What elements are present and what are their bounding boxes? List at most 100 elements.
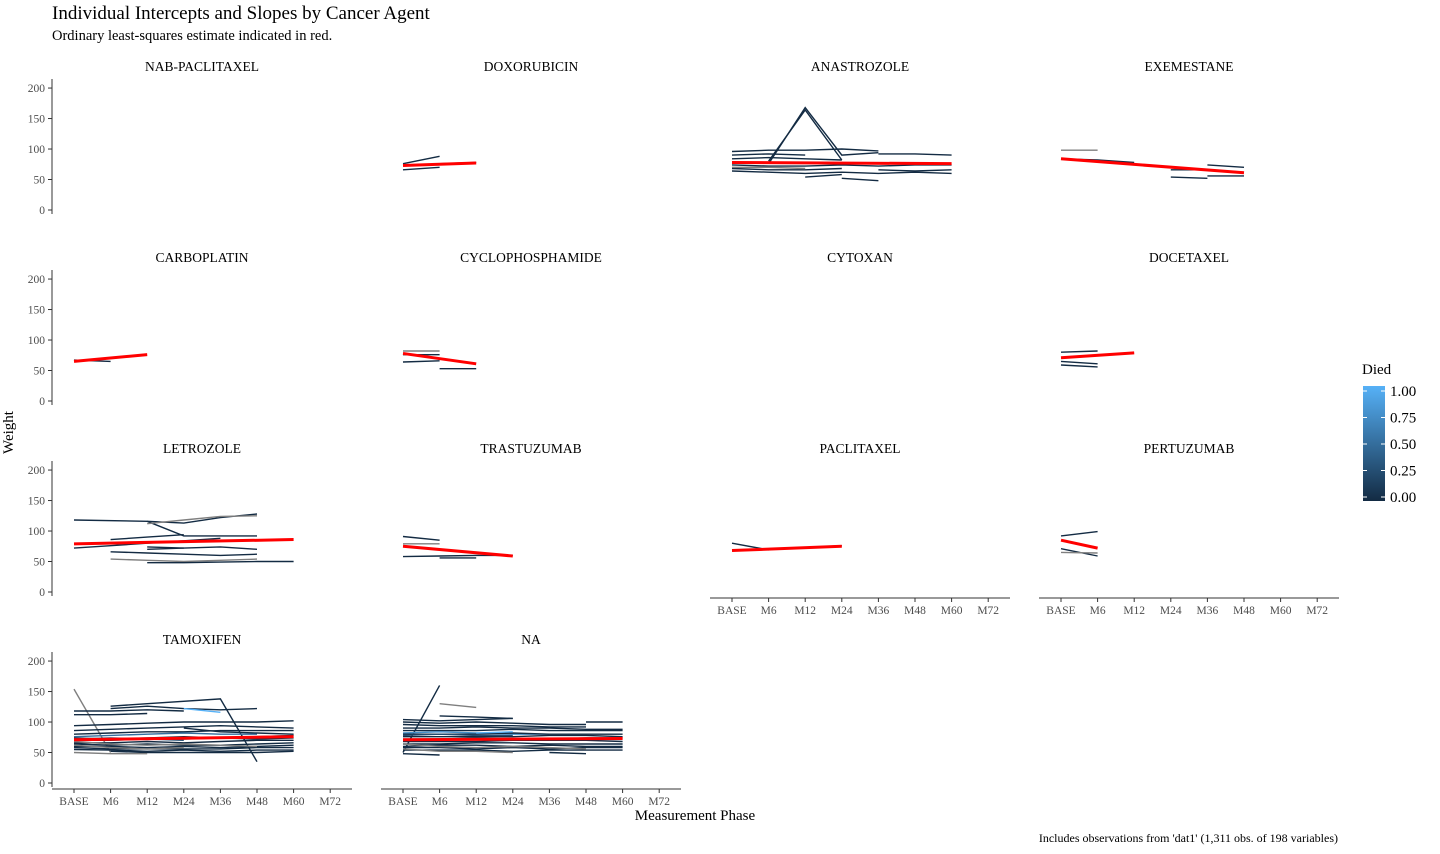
facet-panel: PACLITAXEL BASE M6 M12 M24 M36 M48 M60 M72 bbox=[710, 441, 1010, 617]
legend-title: Died bbox=[1362, 362, 1392, 378]
subject-line bbox=[731, 156, 842, 161]
facet-panel: DOCETAXEL bbox=[1060, 250, 1229, 368]
subject-line bbox=[1060, 530, 1098, 537]
subject-line bbox=[110, 534, 184, 541]
subject-line bbox=[73, 720, 294, 727]
subject-line bbox=[73, 740, 258, 748]
ols-estimate-line bbox=[73, 538, 294, 546]
subject-line bbox=[403, 726, 623, 730]
facet-strip-label: TRASTUZUMAB bbox=[480, 441, 581, 456]
y-tick-label: 200 bbox=[28, 465, 46, 477]
subject-line bbox=[73, 744, 184, 750]
y-tick-label: 100 bbox=[28, 335, 46, 347]
x-tick-label: M48 bbox=[246, 796, 268, 808]
subject-line bbox=[403, 746, 623, 750]
ols-estimate-line bbox=[1060, 351, 1135, 360]
subject-line bbox=[841, 177, 879, 182]
facet-panel: NAB-PACLITAXEL 0 50 100 150 200 bbox=[28, 59, 259, 217]
subject-line bbox=[1207, 164, 1245, 168]
facet-strip-label: CARBOPLATIN bbox=[155, 250, 248, 265]
subject-line bbox=[731, 164, 952, 167]
y-tick-label: 150 bbox=[28, 687, 46, 699]
facet-panel: NA BASE M6 M12 M24 M36 M48 M60 M72 bbox=[381, 632, 681, 808]
subject-line bbox=[147, 546, 258, 550]
y-tick-label: 150 bbox=[28, 496, 46, 508]
facet-strip-label: DOCETAXEL bbox=[1149, 250, 1229, 265]
subject-line bbox=[73, 742, 294, 746]
subject-line bbox=[768, 108, 843, 162]
subject-line bbox=[402, 753, 440, 756]
x-tick-label: M12 bbox=[794, 605, 816, 617]
x-tick-label: M24 bbox=[1160, 605, 1182, 617]
x-tick-label: M36 bbox=[868, 605, 890, 617]
x-tick-label: M36 bbox=[210, 796, 232, 808]
subject-line bbox=[439, 715, 513, 720]
facet-strip-label: PERTUZUMAB bbox=[1144, 441, 1235, 456]
facet-panel: ANASTROZOLE bbox=[731, 59, 952, 182]
subject-line bbox=[402, 743, 587, 750]
legend-break-label: 0.50 bbox=[1390, 437, 1416, 453]
x-tick-label: M6 bbox=[1090, 605, 1106, 617]
subject-line bbox=[110, 558, 258, 563]
subject-line bbox=[73, 732, 257, 738]
x-tick-label: M36 bbox=[539, 796, 561, 808]
subject-line bbox=[183, 707, 221, 713]
x-tick-label: BASE bbox=[1046, 605, 1075, 617]
x-tick-label: M60 bbox=[941, 605, 963, 617]
subject-line bbox=[1170, 176, 1208, 179]
x-tick-label: M12 bbox=[136, 796, 158, 808]
subject-line bbox=[73, 746, 294, 750]
facet-strip-label: PACLITAXEL bbox=[820, 441, 901, 456]
x-tick-label: M60 bbox=[1270, 605, 1292, 617]
ols-estimate-line bbox=[402, 351, 477, 366]
legend-break-label: 0.00 bbox=[1390, 490, 1416, 506]
y-tick-label: 150 bbox=[28, 114, 46, 126]
x-tick-label: M48 bbox=[904, 605, 926, 617]
x-tick-label: BASE bbox=[59, 796, 88, 808]
y-tick-label: 0 bbox=[39, 778, 45, 790]
ols-estimate-line bbox=[73, 353, 148, 363]
y-tick-label: 100 bbox=[28, 526, 46, 538]
x-tick-label: M72 bbox=[1306, 605, 1328, 617]
y-tick-label: 200 bbox=[28, 83, 46, 95]
subject-line bbox=[73, 729, 294, 735]
facet-strip-label: DOXORUBICIN bbox=[484, 59, 579, 74]
subject-line bbox=[878, 153, 952, 156]
subject-line bbox=[731, 170, 952, 175]
subject-line bbox=[549, 751, 587, 755]
subject-line bbox=[805, 173, 842, 178]
legend: Died 1.00 0.75 0.50 0.25 0.00 bbox=[1362, 362, 1440, 512]
ols-estimate-line bbox=[402, 736, 623, 742]
y-tick-label: 100 bbox=[28, 717, 46, 729]
y-tick-label: 50 bbox=[34, 557, 46, 569]
ols-estimate-line bbox=[1060, 157, 1245, 175]
x-tick-label: M72 bbox=[648, 796, 670, 808]
caption: Includes observations from 'dat1' (1,311… bbox=[1038, 831, 1338, 845]
subject-line bbox=[402, 685, 441, 753]
subject-line bbox=[402, 360, 440, 363]
subject-line bbox=[402, 733, 513, 737]
facet-strip-label: CYTOXAN bbox=[827, 250, 893, 265]
subject-line bbox=[147, 547, 184, 550]
subject-line bbox=[402, 166, 440, 171]
legend-break-label: 0.75 bbox=[1390, 411, 1416, 427]
x-tick-label: M6 bbox=[432, 796, 448, 808]
x-tick-label: M6 bbox=[103, 796, 119, 808]
facet-panel: CYCLOPHOSPHAMIDE bbox=[402, 250, 602, 370]
subject-line bbox=[402, 721, 586, 726]
subject-line bbox=[476, 731, 513, 734]
subject-line bbox=[147, 515, 258, 525]
y-tick-label: 50 bbox=[34, 175, 46, 187]
subject-line bbox=[402, 723, 586, 728]
facet-strip-label: EXEMESTANE bbox=[1145, 59, 1234, 74]
y-tick-label: 150 bbox=[28, 305, 46, 317]
x-tick-label: M48 bbox=[575, 796, 597, 808]
subject-line bbox=[147, 560, 294, 564]
subject-line bbox=[73, 748, 294, 753]
ols-estimate-line bbox=[73, 735, 294, 742]
subject-line bbox=[402, 748, 513, 754]
facet-panel: CYTOXAN bbox=[827, 250, 893, 265]
subject-line bbox=[403, 728, 623, 732]
subject-line bbox=[183, 727, 294, 735]
subject-line bbox=[110, 750, 294, 754]
